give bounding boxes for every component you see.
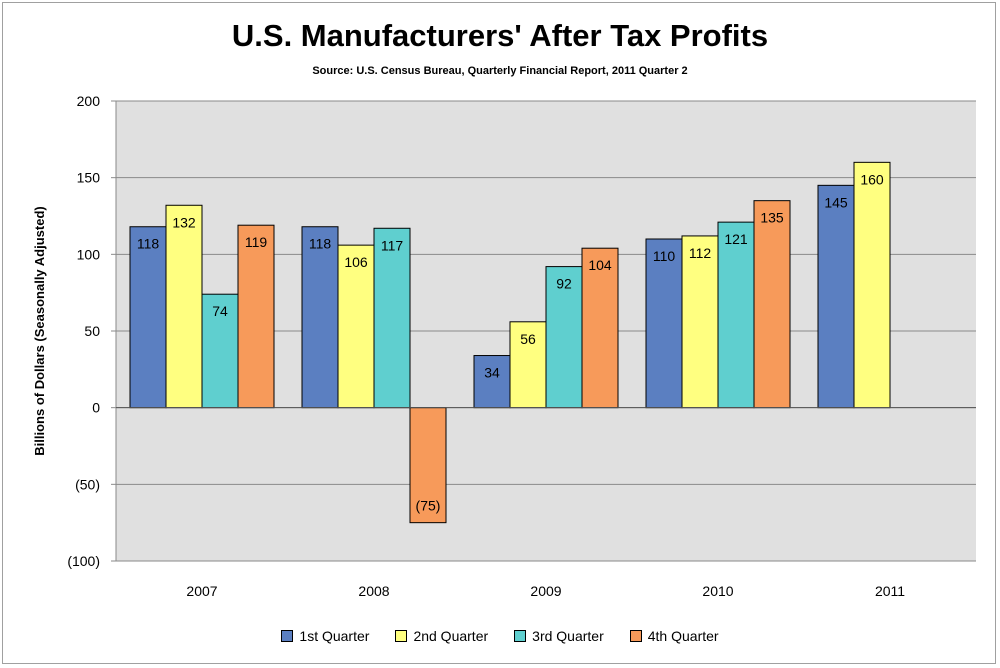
data-label: (75) (416, 498, 441, 514)
data-label: 118 (137, 236, 160, 252)
bar (853, 161, 891, 409)
bar (681, 235, 719, 409)
y-tick-label: 200 (77, 93, 101, 109)
data-label: 135 (760, 210, 784, 226)
legend-item: 3rd Quarter (514, 628, 604, 644)
chart-title: U.S. Manufacturers' After Tax Profits (231, 18, 769, 53)
x-tick-label: 2007 (186, 583, 217, 599)
data-label: 145 (824, 194, 848, 210)
data-label: 132 (172, 214, 196, 230)
x-tick-label: 2008 (358, 583, 389, 599)
legend-swatch (395, 630, 408, 642)
data-label: 117 (381, 237, 404, 253)
legend-swatch (514, 630, 527, 642)
bar (645, 238, 683, 409)
legend-label: 3rd Quarter (532, 628, 604, 644)
y-tick-label: 100 (77, 246, 101, 262)
x-tick-label: 2010 (702, 583, 733, 599)
bar (473, 355, 511, 409)
legend-swatch (281, 630, 294, 642)
bar (817, 184, 855, 409)
bar (165, 204, 203, 409)
data-label: 92 (556, 276, 572, 292)
legend-item: 4th Quarter (629, 628, 719, 644)
bar (373, 227, 411, 409)
legend-item: 2nd Quarter (395, 628, 488, 644)
bar (237, 224, 275, 409)
bar (409, 407, 447, 524)
data-label: 74 (212, 303, 228, 319)
bar (509, 321, 547, 409)
y-axis-label: Billions of Dollars (Seasonally Adjusted… (32, 206, 47, 455)
bar (301, 226, 339, 409)
legend-item: 1st Quarter (281, 628, 369, 644)
data-label: 106 (344, 254, 368, 270)
data-label: 56 (520, 331, 536, 347)
bar (545, 266, 583, 409)
y-tick-label: (100) (67, 553, 100, 569)
y-tick-label: (50) (75, 476, 100, 492)
data-label: 160 (860, 171, 884, 187)
legend-swatch (629, 630, 642, 642)
bar (717, 221, 755, 409)
x-tick-label: 2011 (875, 583, 905, 599)
y-tick-label: 50 (84, 323, 100, 339)
bar (753, 200, 791, 409)
y-tick-label: 150 (77, 170, 101, 186)
legend-label: 4th Quarter (647, 628, 719, 644)
data-label: 104 (588, 257, 612, 273)
bar (129, 226, 167, 409)
data-label: 34 (484, 365, 500, 381)
chart-subtitle: Source: U.S. Census Bureau, Quarterly Fi… (312, 65, 688, 77)
data-label: 119 (245, 234, 268, 250)
legend-label: 2nd Quarter (413, 628, 489, 644)
legend: 1st Quarter 2nd Quarter 3rd Quarter 4th Qua… (0, 628, 1000, 644)
data-label: 118 (309, 236, 332, 252)
data-label: 112 (689, 245, 712, 261)
y-tick-label: 0 (92, 400, 100, 416)
data-label: 110 (653, 248, 676, 264)
x-tick-label: 2009 (530, 583, 561, 599)
legend-label: 1st Quarter (299, 628, 370, 644)
bar (581, 247, 619, 409)
data-label: 121 (724, 231, 748, 247)
